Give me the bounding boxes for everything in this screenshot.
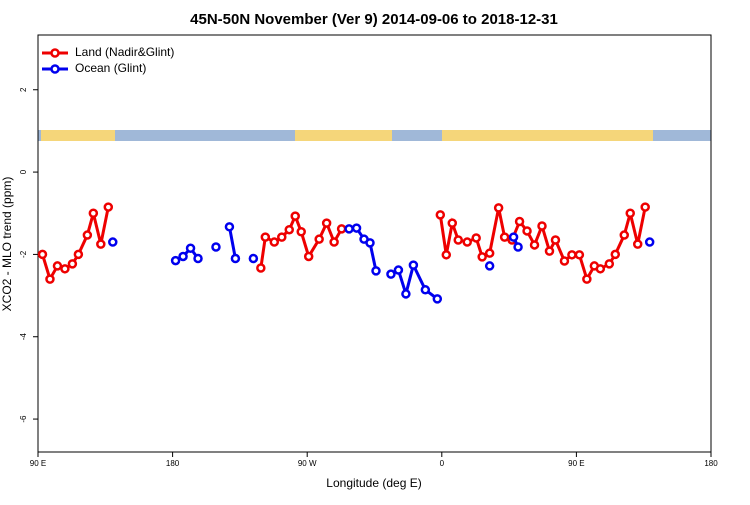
plot-frame [37,34,712,453]
data-point [60,264,70,274]
data-point [420,285,431,295]
data-point [386,269,396,279]
data-point [82,230,93,240]
data-point [537,221,547,231]
data-point [477,252,487,262]
data-point [514,216,525,227]
y-tick-label: 0 [19,169,28,174]
legend-marker [50,48,60,58]
data-point [550,235,561,245]
data-point [435,210,446,220]
data-point [644,237,655,247]
data-point [344,224,354,234]
data-point [567,250,577,260]
data-point [314,234,324,244]
data-point [37,249,48,260]
data-point [303,251,314,262]
data-point [513,242,523,252]
data-point [471,233,481,243]
legend-marker [50,64,60,74]
data-point [619,230,630,240]
data-point [96,239,106,249]
data-point [88,208,99,218]
x-tick-label: 180 [704,459,718,468]
x-tick-label: 90 E [30,459,46,468]
y-tick-label: -2 [19,250,28,258]
data-point [484,248,495,258]
data-point [408,260,419,270]
data-point [462,237,472,247]
data-point [336,224,347,234]
data-point [447,218,458,228]
data-point [329,237,339,247]
surface-strip [38,130,711,141]
data-point [574,250,585,260]
y-tick-label: -6 [19,415,28,423]
data-point [640,202,650,212]
x-tick-label: 90 W [298,459,317,468]
x-axis-title: Longitude (deg E) [326,476,421,490]
x-tick-label: 0 [440,459,445,468]
data-point [484,261,495,271]
data-point [256,263,266,273]
data-point [625,208,635,218]
data-point [493,203,504,213]
data-point [508,232,519,242]
x-tick-label: 180 [166,459,180,468]
data-point [351,223,362,233]
y-axis-title: XCO2 - MLO trend (ppm) [0,177,14,312]
data-point [499,232,510,242]
data-point [284,224,295,235]
data-point [52,261,63,271]
data-point [582,274,592,284]
data-point [432,294,443,304]
data-point [604,259,615,269]
data-point [277,232,287,242]
data-point [365,238,375,248]
data-point [211,242,221,252]
data-point [632,239,643,249]
data-point [185,243,196,253]
data-point [193,253,203,264]
data-point [321,218,332,228]
data-point [610,249,621,260]
data-point [544,246,555,256]
data-point [393,265,404,275]
data-point [45,274,55,284]
data-point [73,249,84,260]
data-point [453,235,464,245]
data-point [371,266,381,276]
data-point [529,240,540,250]
data-point [170,255,181,266]
data-point [522,226,532,236]
data-point [441,250,452,260]
data-point [103,202,114,212]
data-point [178,251,188,262]
data-point [108,237,118,247]
data-point [296,227,306,237]
data-point [67,259,78,269]
x-tick-label: 90 E [568,459,584,468]
data-point [269,237,280,247]
data-point [595,264,606,274]
legend-label: Ocean (Glint) [75,61,146,75]
legend-label: Land (Nadir&Glint) [75,45,174,59]
chart-title: 45N-50N November (Ver 9) 2014-09-06 to 2… [190,11,558,28]
data-point [290,211,300,221]
data-point [401,289,411,299]
data-point [248,253,259,264]
data-point [559,256,570,266]
y-tick-label: 2 [19,87,28,92]
y-tick-label: -4 [19,333,28,341]
data-point [224,222,235,232]
data-point [260,232,271,242]
data-point [230,253,241,264]
